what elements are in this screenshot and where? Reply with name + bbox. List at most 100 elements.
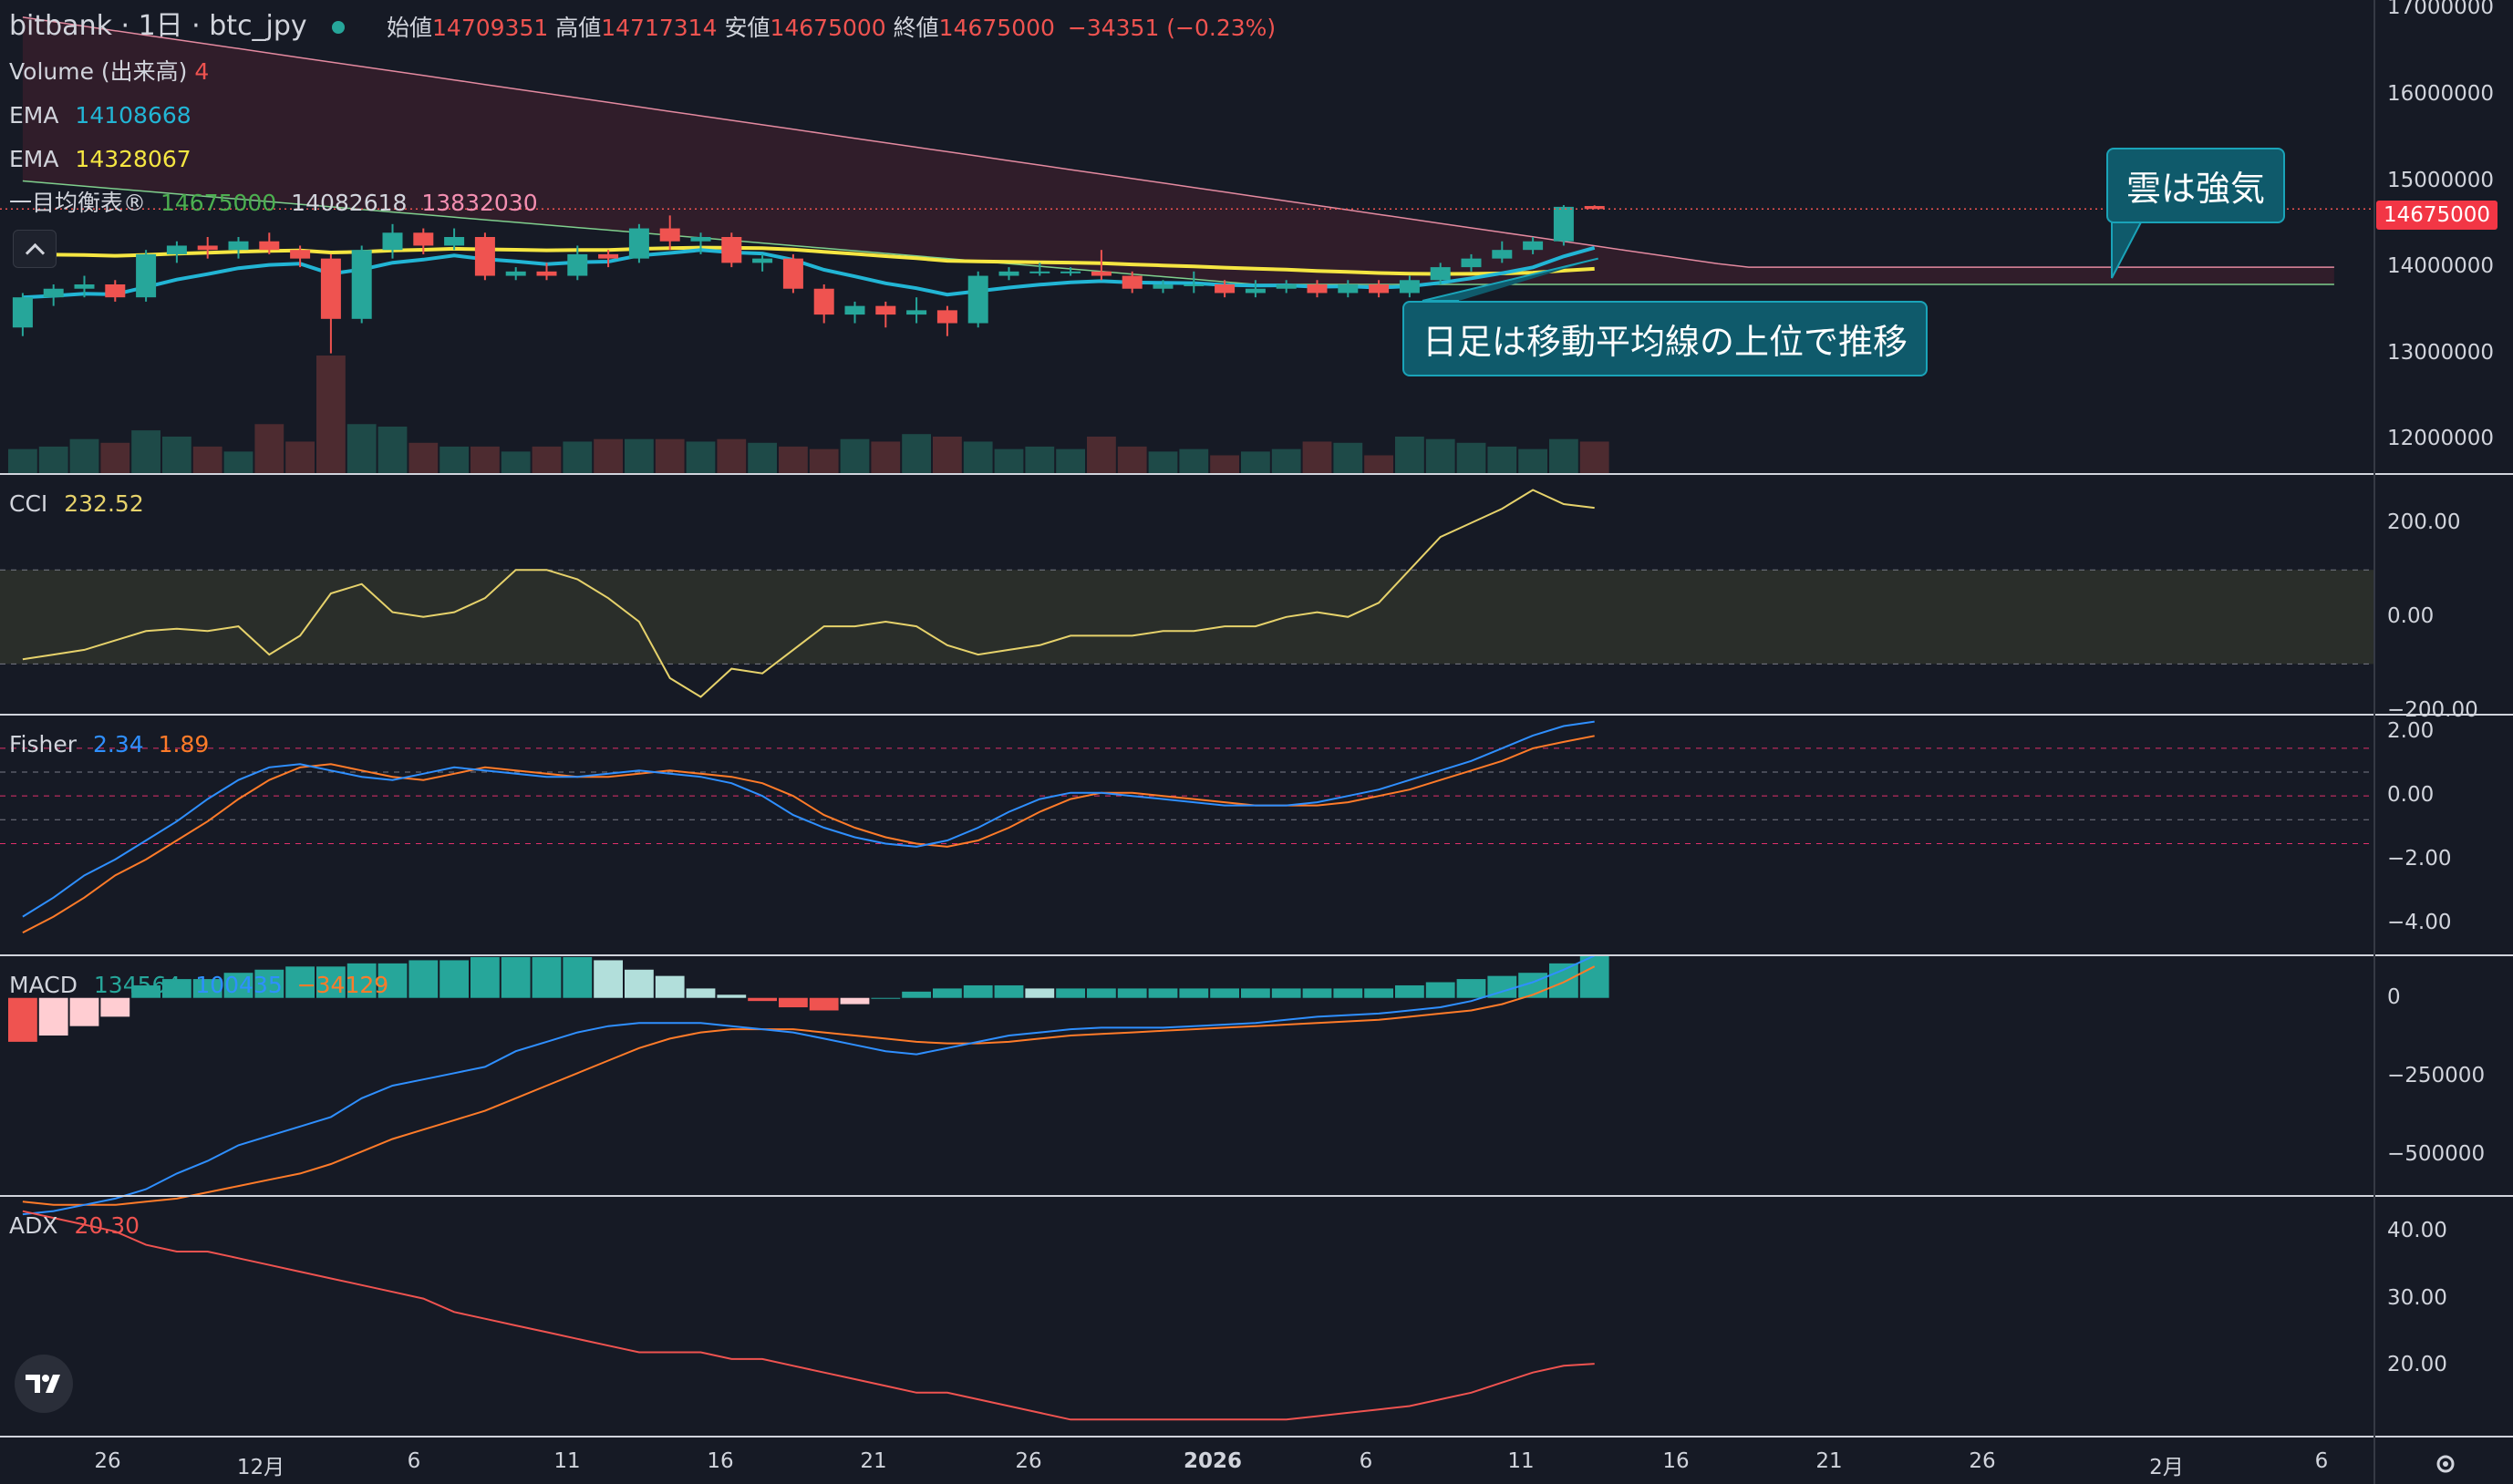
cloud-bullish-callout[interactable]: 雲は強気	[2106, 148, 2286, 223]
volume-bar	[1087, 436, 1116, 474]
volume-bar	[1241, 451, 1270, 474]
tradingview-logo-icon[interactable]	[15, 1355, 73, 1413]
volume-bar	[655, 438, 685, 474]
volume-bar	[779, 446, 808, 474]
volume-bar	[625, 438, 654, 474]
candle-body	[1430, 267, 1451, 281]
macd-histogram-bar	[655, 975, 685, 998]
candle-body	[166, 245, 187, 254]
time-tick-label: 12月	[236, 1456, 285, 1479]
macd-histogram-bar	[1241, 988, 1270, 998]
volume-bar	[563, 441, 593, 474]
macd-histogram-bar	[994, 984, 1024, 998]
volume-legend[interactable]: Volume (出来高) 4	[9, 58, 209, 86]
callout-pointer	[2111, 218, 2144, 279]
volume-bar	[1025, 446, 1055, 474]
macd-histogram-bar	[1395, 984, 1424, 998]
status-dot-icon	[332, 13, 345, 40]
fisher-legend[interactable]: Fisher 2.34 1.89	[9, 731, 209, 758]
candle-body	[1492, 250, 1513, 259]
settings-gear-icon[interactable]	[2433, 1451, 2458, 1477]
candle-body	[1122, 275, 1143, 289]
macd-histogram-bar	[8, 997, 37, 1042]
volume-bar	[840, 438, 870, 474]
volume-bar	[1148, 451, 1178, 474]
macd-histogram-bar	[625, 969, 654, 998]
volume-bar	[131, 430, 160, 474]
volume-bar	[809, 448, 839, 474]
ichimoku-span-b	[22, 16, 2334, 268]
volume-bar	[686, 441, 716, 474]
candle-body	[1338, 284, 1359, 294]
macd-histogram-bar	[254, 969, 284, 998]
ema-fast-line	[22, 245, 1596, 300]
ichimoku-legend[interactable]: 一目均衡表® 14675000 14082618 13832030	[9, 190, 538, 217]
open-value: 14709351	[432, 15, 549, 41]
volume-bar	[100, 442, 130, 474]
candle-body	[105, 284, 126, 298]
daily-above-ma-callout[interactable]: 日足は移動平均線の上位で推移	[1402, 301, 1929, 376]
candle-body	[813, 288, 834, 315]
time-tick-label: 21	[1815, 1449, 1843, 1473]
candle-body	[197, 245, 218, 251]
symbol-title[interactable]: bitbank · 1日 · btc_jpy	[9, 10, 307, 42]
candle-body	[228, 241, 249, 251]
volume-bar	[192, 446, 222, 474]
candle-body	[936, 310, 957, 324]
ichimoku-label: 一目均衡表®	[9, 190, 147, 216]
candle-body	[659, 228, 680, 242]
ichimoku-value-1: 14675000	[160, 190, 277, 216]
candle-body	[136, 253, 157, 298]
time-tick-label: 16	[1662, 1449, 1690, 1473]
macd-histogram-bar	[1148, 988, 1178, 998]
ema-slow-legend[interactable]: EMA 14328067	[9, 146, 191, 173]
volume-bar	[38, 446, 68, 474]
volume-bar	[594, 438, 623, 474]
volume-bar	[994, 448, 1024, 474]
high-label: 高値	[555, 15, 602, 41]
volume-bar	[1271, 448, 1301, 474]
adx-legend[interactable]: ADX 20.30	[9, 1212, 140, 1240]
macd-histogram-bar	[377, 963, 408, 998]
time-tick-label: 2026	[1183, 1449, 1243, 1473]
macd-legend[interactable]: MACD 134564 100435 −34129	[9, 972, 388, 999]
time-tick-label: 11	[553, 1449, 581, 1473]
fisher-value-1: 2.34	[93, 731, 144, 757]
macd-histogram-bar	[223, 973, 253, 998]
macd-histogram-bar	[563, 957, 593, 998]
adx-value: 20.30	[74, 1212, 140, 1239]
macd-histogram-bar	[69, 997, 99, 1026]
macd-histogram-bar	[532, 957, 562, 998]
change-value: −34351 (−0.23%)	[1067, 15, 1277, 41]
cci-legend[interactable]: CCI 232.52	[9, 490, 144, 518]
candle-body	[967, 275, 988, 324]
volume-bar	[8, 448, 37, 474]
ichimoku-value-2: 14082618	[291, 190, 408, 216]
candle-body	[1091, 271, 1112, 276]
time-tick-label: 6	[2314, 1449, 2329, 1473]
cci-band	[0, 570, 2374, 665]
macd-histogram-bar	[748, 997, 777, 1002]
ema-fast-legend[interactable]: EMA 14108668	[9, 102, 191, 129]
volume-bar	[1395, 436, 1424, 474]
macd-histogram-bar	[100, 997, 130, 1017]
collapse-legend-button[interactable]	[13, 230, 57, 268]
candle-body	[320, 258, 341, 319]
candle-body	[1029, 271, 1050, 273]
time-tick-label: 26	[94, 1449, 121, 1473]
volume-bar	[1302, 441, 1332, 474]
price-tick-label: 13000000	[2387, 340, 2495, 365]
macd-histogram-bar	[1364, 988, 1393, 998]
macd-histogram-bar	[38, 997, 68, 1036]
macd-histogram-bar	[408, 960, 439, 998]
macd-histogram-bar	[1549, 963, 1578, 998]
candle-body	[875, 305, 896, 315]
time-tick-label: 26	[1969, 1449, 1996, 1473]
volume-bar	[223, 451, 253, 474]
cci-line	[22, 489, 1595, 698]
fisher-tick-label: −2.00	[2387, 846, 2452, 871]
volume-bar	[1364, 455, 1393, 474]
volume-bar	[1425, 438, 1455, 474]
candle-body	[1153, 284, 1174, 289]
